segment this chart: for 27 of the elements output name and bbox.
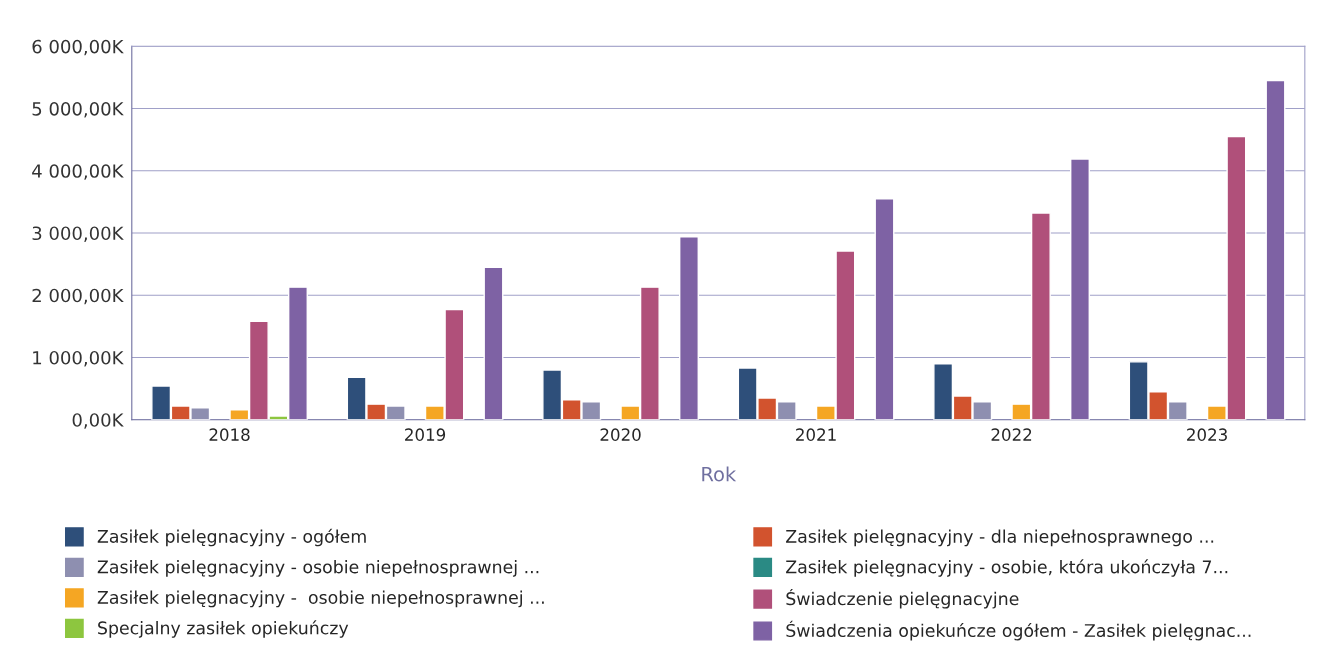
x-tick-label: 2019	[405, 428, 446, 441]
y-tick-label: 3 000,00K	[32, 226, 124, 242]
bar	[1070, 158, 1090, 420]
x-tick-label: 2020	[600, 428, 641, 441]
legend-label: Zasiłek pielęgnacyjny - dla niepełnosprawnego ...	[786, 529, 1214, 547]
legend-label: Świadczenie pielęgnacyjne	[786, 588, 1019, 609]
legend-label: Zasiłek pielęgnacyjny - osobie, która ukończyła 7...	[786, 559, 1228, 577]
x-axis-title: Rok	[702, 466, 737, 482]
legend-label: Zasiłek pielęgnacyjny - osobie niepełnosprawnej ...	[97, 590, 544, 608]
legend-label: Zasiłek pielęgnacyjny - ogółem	[97, 528, 366, 547]
x-tick-label: 2023	[1187, 428, 1227, 441]
legend-label: Świadczenia opiekuńcze ogółem - Zasiłek pielęgnac...	[786, 620, 1251, 641]
bar	[483, 266, 504, 420]
y-tick-label: 1 000,00K	[33, 350, 124, 367]
y-tick-label: 4 000,00K	[32, 164, 124, 180]
y-tick-label: 2 000,00K	[32, 288, 124, 305]
bar	[874, 198, 895, 420]
legend-label: Zasiłek pielęgnacyjny - osobie niepełnosprawnej ...	[97, 559, 539, 577]
x-tick-label: 2021	[796, 428, 836, 441]
x-tick-label: 2018	[209, 428, 250, 441]
y-tick-label: 6 000,00K	[32, 39, 124, 56]
y-tick-label: 0,00K	[72, 413, 124, 429]
y-tick-label: 5 000,00K	[32, 101, 124, 118]
x-tick-label: 2022	[991, 428, 1032, 441]
legend-label: Specjalny zasiłek opiekuńczy	[98, 620, 349, 638]
bar	[1265, 79, 1286, 420]
bar	[679, 236, 699, 420]
